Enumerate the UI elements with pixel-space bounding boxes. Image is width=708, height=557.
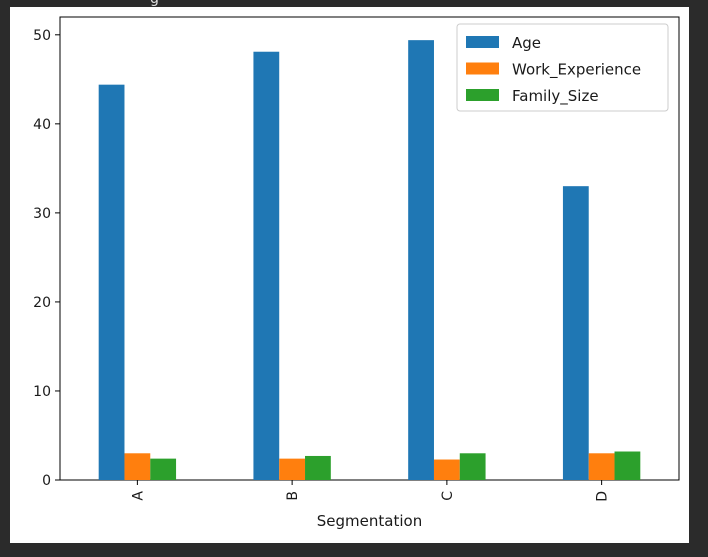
legend-label-age: Age [512, 34, 541, 52]
y-tick-label: 0 [42, 473, 51, 489]
bar-chart: 0 10 20 30 40 50 A B C D Segmentation Age Work_Exper… [33, 16, 680, 530]
legend-swatch-family-size [466, 89, 499, 101]
legend-label-work-experience: Work_Experience [512, 61, 641, 80]
bar-age-d [562, 186, 589, 480]
bar-family-size-a [150, 458, 177, 480]
bar-work-experience-d [588, 453, 615, 480]
bar-age-b [253, 51, 280, 480]
y-tick-label: 20 [33, 295, 51, 311]
bar-family-size-c [459, 453, 486, 480]
bar-age-c [408, 40, 434, 481]
legend-swatch-work-experience [466, 62, 499, 75]
x-tick-label: A [130, 491, 146, 501]
chart-figure: 0 10 20 30 40 50 A B C D Segmentation Age Work_Exper… [10, 7, 689, 543]
x-tick-label: D [595, 491, 611, 502]
x-tick-label: B [285, 491, 301, 501]
bar-family-size-d [614, 451, 641, 480]
bar-work-experience-c [433, 459, 460, 480]
clipped-title-fragment: g [150, 0, 159, 7]
y-tick-label: 30 [33, 206, 51, 222]
legend-swatch-age [466, 36, 499, 48]
plot-area-frame [59, 16, 680, 481]
y-tick-label: 50 [33, 28, 51, 44]
bar-work-experience-a [124, 453, 151, 480]
legend [456, 23, 669, 112]
y-tick-label: 10 [33, 384, 51, 400]
bar-family-size-b [305, 455, 331, 480]
x-tick-label: C [440, 491, 456, 501]
legend-label-family-size: Family_Size [512, 87, 599, 106]
bar-work-experience-b [279, 458, 306, 480]
x-axis-label: Segmentation [317, 512, 422, 530]
y-tick-label: 40 [33, 117, 51, 133]
bar-age-a [98, 84, 125, 481]
